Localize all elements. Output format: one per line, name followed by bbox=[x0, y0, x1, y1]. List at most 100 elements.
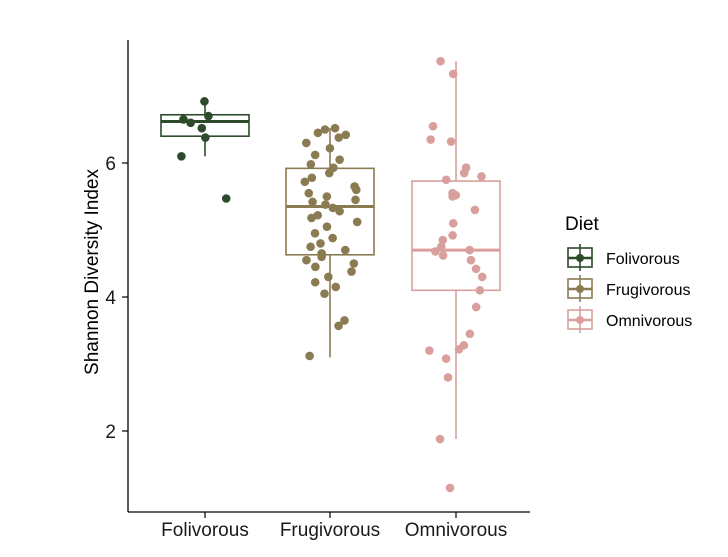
data-point bbox=[446, 137, 456, 146]
data-point bbox=[197, 123, 207, 133]
data-point bbox=[328, 233, 337, 243]
data-point bbox=[448, 192, 457, 201]
data-point bbox=[310, 150, 320, 160]
data-point bbox=[317, 252, 326, 262]
y-tick-label: 6 bbox=[105, 154, 116, 175]
data-point bbox=[307, 173, 317, 183]
x-tick-label: Omnivorous bbox=[405, 520, 507, 541]
data-point bbox=[428, 121, 438, 131]
legend-label: Frugivorous bbox=[606, 282, 690, 299]
axes bbox=[127, 40, 530, 513]
x-ticks: Folivorous Frugivorous Omnivorous bbox=[161, 512, 507, 541]
data-point bbox=[320, 125, 330, 134]
data-point bbox=[477, 172, 486, 181]
data-point bbox=[330, 123, 340, 133]
data-point bbox=[340, 316, 349, 325]
data-point bbox=[448, 231, 457, 240]
data-point bbox=[443, 373, 453, 382]
box-group-omnivorous bbox=[411, 56, 501, 493]
data-point bbox=[441, 175, 451, 185]
data-point bbox=[448, 219, 458, 228]
data-point bbox=[310, 277, 320, 287]
data-point bbox=[302, 255, 311, 265]
legend-item-folivorous: Folivorous bbox=[567, 244, 680, 271]
data-point bbox=[321, 200, 330, 209]
data-point bbox=[335, 206, 344, 216]
data-point bbox=[331, 282, 341, 292]
data-point bbox=[306, 160, 316, 169]
box bbox=[411, 180, 501, 292]
data-point bbox=[177, 152, 186, 161]
data-point bbox=[300, 177, 310, 187]
legend-label: Folivorous bbox=[606, 251, 680, 268]
data-point bbox=[324, 168, 334, 178]
data-point bbox=[320, 289, 329, 298]
data-point bbox=[471, 264, 481, 274]
data-point bbox=[475, 286, 485, 295]
data-point bbox=[441, 354, 451, 363]
data-point bbox=[334, 321, 343, 331]
data-point bbox=[470, 205, 480, 215]
data-point bbox=[352, 185, 361, 195]
box-group-folivorous bbox=[160, 97, 250, 203]
data-point bbox=[438, 235, 448, 245]
data-point bbox=[448, 69, 458, 79]
data-point bbox=[425, 346, 434, 355]
data-point bbox=[445, 483, 455, 493]
data-point bbox=[201, 133, 210, 142]
data-point bbox=[325, 143, 335, 153]
x-tick-label: Frugivorous bbox=[280, 520, 380, 541]
data-point bbox=[352, 217, 362, 227]
legend-key-point bbox=[576, 285, 584, 293]
legend-item-frugivorous: Frugivorous bbox=[567, 275, 690, 302]
data-point bbox=[310, 229, 320, 238]
data-point bbox=[306, 242, 315, 252]
data-point bbox=[465, 245, 474, 255]
legend-item-omnivorous: Omnivorous bbox=[567, 306, 692, 333]
data-point bbox=[347, 267, 356, 276]
data-point bbox=[454, 344, 464, 354]
data-point bbox=[324, 272, 333, 282]
y-axis-title: Shannon Diversity Index bbox=[82, 169, 103, 375]
data-point bbox=[466, 255, 476, 265]
data-point bbox=[304, 188, 314, 198]
data-point bbox=[436, 242, 446, 252]
data-point bbox=[471, 302, 481, 312]
data-point bbox=[308, 197, 317, 207]
data-point bbox=[311, 262, 320, 272]
data-point bbox=[349, 259, 359, 268]
y-ticks: 2 4 6 bbox=[105, 154, 128, 443]
legend-key-point bbox=[576, 254, 584, 262]
data-point bbox=[340, 245, 350, 255]
data-point bbox=[351, 195, 360, 205]
box bbox=[285, 167, 375, 256]
data-point bbox=[313, 128, 323, 138]
data-point bbox=[435, 434, 445, 444]
data-point bbox=[335, 155, 344, 164]
data-point bbox=[426, 135, 435, 144]
data-point bbox=[179, 115, 188, 124]
data-point bbox=[322, 222, 332, 231]
legend-label: Omnivorous bbox=[606, 313, 692, 330]
data-point bbox=[301, 138, 311, 148]
y-tick-label: 2 bbox=[105, 422, 116, 443]
legend-key-point bbox=[576, 316, 584, 324]
data-point bbox=[316, 239, 325, 248]
data-point bbox=[204, 111, 213, 121]
x-tick-label: Folivorous bbox=[161, 520, 249, 541]
data-point bbox=[341, 130, 351, 140]
plot-area bbox=[160, 56, 501, 493]
legend: Diet Folivorous Frugivorous Omnivorous bbox=[565, 214, 692, 333]
data-point bbox=[221, 194, 231, 203]
data-point bbox=[459, 168, 469, 178]
box-group-frugivorous bbox=[285, 123, 375, 361]
legend-title: Diet bbox=[565, 214, 600, 235]
data-point bbox=[322, 192, 332, 201]
data-point bbox=[438, 251, 448, 260]
data-point bbox=[465, 329, 475, 339]
data-point bbox=[307, 213, 316, 223]
y-tick-label: 4 bbox=[105, 288, 116, 309]
data-point bbox=[431, 247, 440, 256]
data-point bbox=[436, 56, 445, 66]
